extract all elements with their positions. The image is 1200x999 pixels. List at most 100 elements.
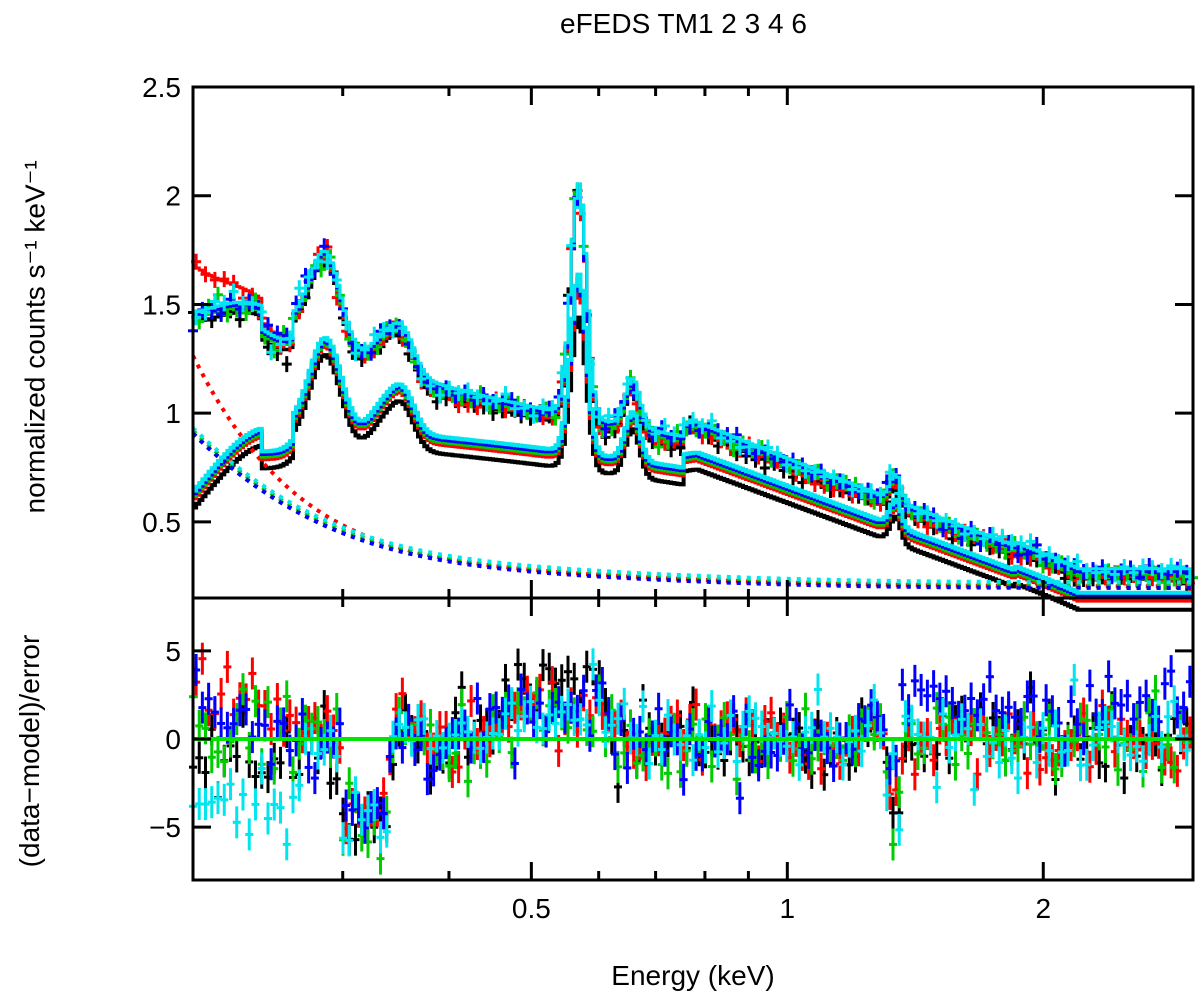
residual-point-tm1	[582, 650, 591, 683]
data-point-tm6	[819, 468, 830, 485]
data-point-tm6	[997, 528, 1008, 545]
residual-point-tm6	[239, 778, 247, 811]
residual-point-tm6	[795, 748, 804, 781]
residual-point-tm1	[276, 746, 285, 779]
data-point-tm2	[209, 271, 220, 288]
data-point-tm6	[959, 525, 970, 542]
residual-point-tm6	[457, 706, 466, 739]
residual-point-tm6	[620, 687, 629, 720]
data-point-tm6	[303, 269, 314, 286]
residual-point-tm6	[314, 737, 322, 770]
residual-point-tm2	[217, 678, 226, 711]
source-model-tm6	[193, 272, 1193, 595]
data-point-tm6	[294, 280, 305, 297]
data-point-tm6	[716, 429, 727, 446]
data-point-tm6	[744, 438, 755, 455]
residual-point-tm4	[910, 664, 919, 697]
data-point-tm6	[584, 356, 595, 373]
residual-point-tm2	[692, 688, 701, 721]
data-point-tm6	[266, 344, 277, 361]
residual-point-tm6	[864, 709, 872, 742]
residual-point-tm6	[601, 716, 610, 749]
residual-point-tm4	[1129, 703, 1138, 736]
residual-point-tm4	[929, 670, 938, 703]
residual-point-tm6	[376, 821, 385, 854]
data-point-tm6	[472, 389, 483, 406]
residual-point-tm4	[273, 705, 282, 738]
data-point-tm6	[463, 382, 473, 399]
data-point-tm6	[491, 393, 502, 410]
data-point-tm6	[875, 486, 886, 503]
residual-point-tm4	[242, 693, 251, 726]
xtick-label: 0.5	[512, 893, 551, 924]
residual-point-tm1	[570, 662, 579, 695]
data-point-tm6	[238, 296, 248, 313]
residual-point-tm3	[895, 776, 904, 809]
residual-point-tm6	[464, 715, 472, 748]
data-point-tm6	[847, 481, 858, 498]
residual-point-tm3	[1114, 753, 1122, 786]
residual-point-tm4	[598, 666, 607, 699]
residual-point-tm6	[595, 684, 604, 717]
residual-point-tm4	[342, 789, 351, 822]
residual-point-tm6	[276, 791, 285, 824]
residual-point-tm4	[217, 707, 226, 740]
residual-point-tm3	[664, 757, 672, 790]
data-layer	[188, 182, 1198, 875]
data-point-tm6	[575, 199, 586, 216]
data-point-tm6	[678, 416, 689, 433]
residual-point-tm4	[942, 675, 951, 708]
data-point-tm6	[669, 426, 680, 443]
data-point-tm6	[622, 376, 633, 393]
data-point-tm4	[1013, 547, 1023, 564]
data-point-tm6	[922, 505, 933, 522]
residual-point-tm3	[1014, 730, 1022, 763]
residual-point-tm6	[676, 728, 685, 761]
data-point-tm6	[397, 320, 408, 337]
residual-point-tm3	[239, 673, 247, 706]
residual-point-tm6	[970, 773, 979, 806]
data-point-tm6	[978, 530, 989, 547]
residual-point-tm6	[901, 700, 910, 733]
data-point-tm6	[378, 322, 389, 339]
residual-point-tm6	[420, 702, 429, 735]
residual-point-tm4	[379, 797, 388, 830]
data-point-tm6	[838, 473, 848, 490]
data-point-tm6	[369, 326, 380, 343]
data-point-tm6	[1081, 562, 1092, 579]
data-point-tm6	[359, 341, 370, 358]
residual-point-tm6	[1001, 714, 1010, 747]
residual-point-tm4	[992, 694, 1001, 727]
residual-point-tm6	[564, 688, 572, 721]
residual-point-tm6	[851, 714, 860, 747]
residual-point-tm6	[1139, 745, 1147, 778]
residual-point-tm1	[1120, 762, 1129, 795]
residual-point-tm1	[514, 648, 522, 681]
residual-point-tm3	[345, 767, 354, 800]
residual-point-tm6	[701, 731, 710, 764]
data-point-tm6	[781, 456, 792, 473]
residual-point-tm3	[220, 745, 229, 778]
residual-point-tm6	[714, 735, 722, 768]
residual-point-tm3	[195, 709, 204, 742]
data-point-tm6	[800, 462, 811, 479]
residual-point-tm6	[526, 685, 535, 718]
residual-point-tm6	[382, 815, 391, 848]
source-model-tm4	[193, 277, 1193, 598]
data-point-tm6	[453, 385, 464, 402]
residual-point-tm6	[914, 718, 922, 751]
residual-point-tm6	[514, 714, 522, 747]
residual-point-tm6	[201, 788, 210, 821]
residual-point-tm6	[751, 702, 760, 735]
residual-point-tm4	[1073, 708, 1082, 741]
residual-point-tm6	[576, 703, 585, 736]
residual-point-tm3	[995, 718, 1004, 751]
residual-point-tm6	[1032, 746, 1041, 779]
residual-point-tm6	[339, 822, 347, 855]
data-point-tm6	[791, 459, 802, 476]
residual-point-tm4	[423, 763, 432, 796]
residual-point-tm6	[1007, 742, 1016, 775]
residual-point-tm6	[845, 725, 854, 758]
residual-point-tm6	[332, 740, 341, 773]
residual-point-tm6	[589, 648, 597, 681]
